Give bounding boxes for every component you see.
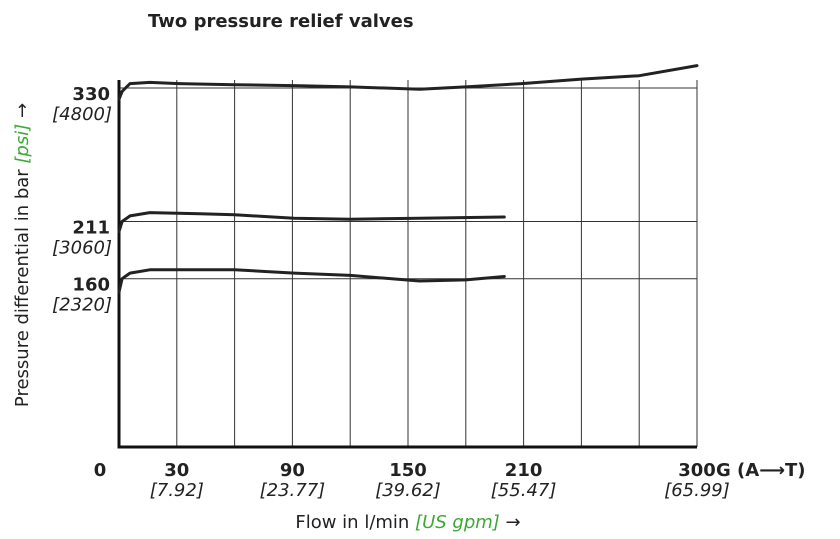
- x-tick-sublabel: [23.77]: [260, 480, 326, 501]
- y-title-unit: [psi]: [12, 124, 33, 164]
- x-tick-label: 90: [280, 460, 305, 481]
- x-title-arrow: →: [500, 512, 521, 533]
- y-tick-label: 211: [72, 218, 110, 239]
- x-title-unit: [US gpm]: [415, 512, 500, 533]
- curve: [117, 211, 506, 234]
- curve: [117, 64, 699, 101]
- x-tick-label: 30: [164, 460, 189, 481]
- y-title-arrow: →: [12, 103, 33, 124]
- x-title-part: Flow in l/min: [295, 512, 415, 533]
- y-axis-title: Pressure differential in bar [psi] →: [12, 103, 33, 407]
- x-tick-sublabel: [55.47]: [491, 480, 557, 501]
- x-axis-title: Flow in l/min [US gpm] →: [295, 512, 520, 533]
- curve: [117, 268, 506, 294]
- x-tick-label: 300: [678, 460, 716, 481]
- y-tick-sublabel: [3060]: [52, 238, 112, 259]
- x-tick-label: 0: [94, 460, 107, 481]
- y-tick-sublabel: [2320]: [52, 295, 112, 316]
- y-tick-label: 330: [72, 84, 110, 105]
- x-tick-sublabel: [7.92]: [150, 480, 204, 501]
- x-axis-name: G (A⟶T): [716, 460, 806, 481]
- y-title-part: Pressure differential in bar: [12, 164, 33, 408]
- x-tick-sublabel: [65.99]: [664, 480, 730, 501]
- x-tick-label: 150: [389, 460, 427, 481]
- y-tick-label: 160: [72, 275, 110, 296]
- y-tick-sublabel: [4800]: [52, 104, 112, 125]
- x-tick-label: 210: [505, 460, 543, 481]
- chart-title: Two pressure relief valves: [148, 11, 414, 32]
- x-tick-sublabel: [39.62]: [375, 480, 441, 501]
